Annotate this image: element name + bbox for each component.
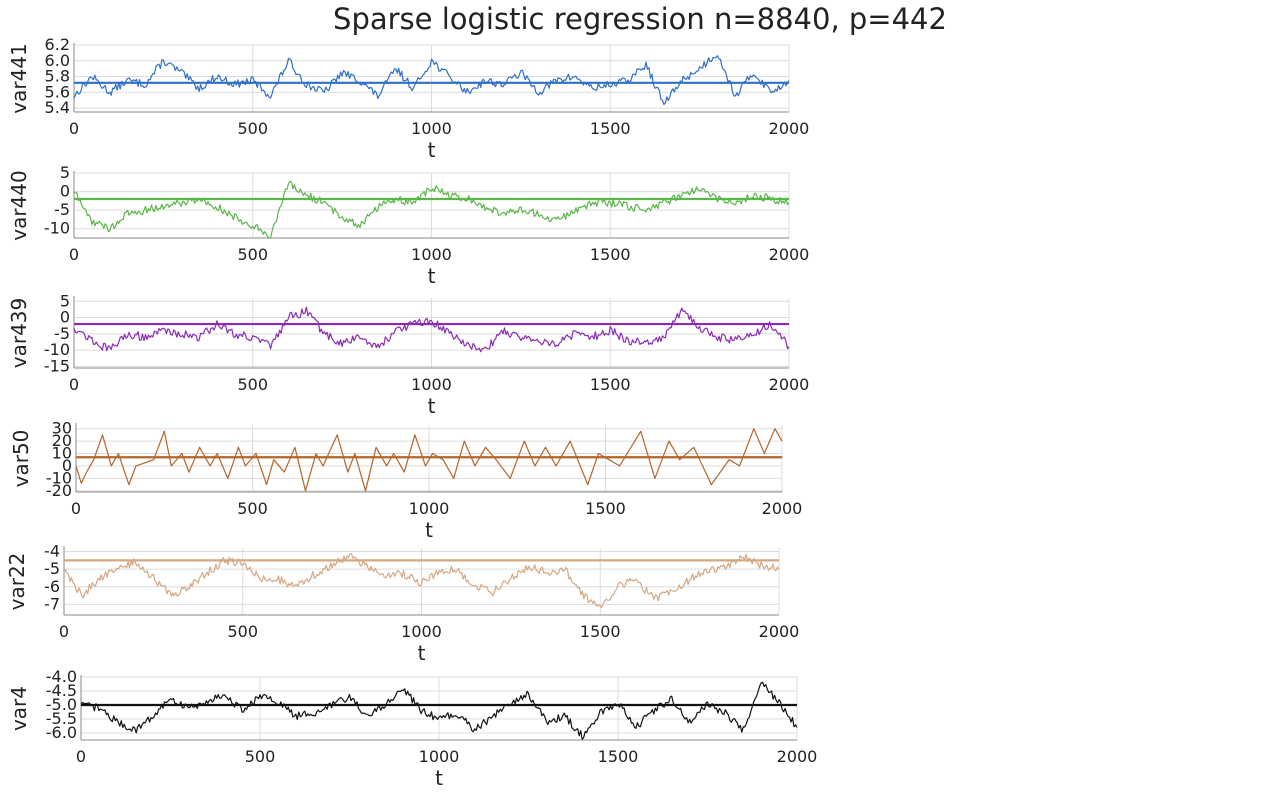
x-tick-label: 500 bbox=[227, 622, 258, 641]
chart-title: Sparse logistic regression n=8840, p=442 bbox=[333, 2, 947, 36]
y-tick-label: -5.5 bbox=[46, 709, 77, 728]
series-line-var441 bbox=[73, 55, 790, 106]
x-tick-label: 1500 bbox=[580, 622, 621, 641]
x-tick-label: 1000 bbox=[411, 375, 452, 394]
x-tick-label: 1500 bbox=[590, 245, 631, 264]
x-tick-label: 500 bbox=[237, 119, 268, 138]
x-tick-label: 2000 bbox=[769, 245, 810, 264]
x-tick-label: 1500 bbox=[590, 119, 631, 138]
y-tick-label: 5 bbox=[60, 291, 70, 310]
y-axis-label: var50 bbox=[9, 430, 33, 488]
y-tick-label: 6.0 bbox=[45, 51, 70, 70]
y-axis-label: var439 bbox=[7, 298, 31, 369]
y-tick-label: -15 bbox=[44, 356, 70, 375]
y-tick-label: 0 bbox=[60, 308, 70, 327]
y-tick-label: 5.8 bbox=[45, 67, 70, 86]
y-tick-label: 5 bbox=[60, 163, 70, 182]
y-tick-label: -4 bbox=[44, 542, 60, 561]
x-tick-label: 500 bbox=[237, 499, 268, 518]
y-tick-label: -6.0 bbox=[46, 723, 77, 742]
y-tick-label: 30 bbox=[52, 419, 72, 438]
x-tick-label: 2000 bbox=[762, 499, 803, 518]
x-tick-label: 0 bbox=[69, 119, 79, 138]
y-tick-label: 0 bbox=[62, 456, 72, 475]
series-line-var50 bbox=[75, 428, 783, 492]
chart-panel-var441: 0 500 1000 1500 2000 5.45.65.86.06.2 t var441 bbox=[7, 35, 809, 162]
chart-panel-var22: 0 500 1000 1500 2000 -7-6-5-4 t var22 bbox=[5, 542, 799, 665]
x-axis-label: t bbox=[435, 766, 443, 790]
x-tick-label: 500 bbox=[237, 375, 268, 394]
y-tick-label: 20 bbox=[52, 431, 72, 450]
y-tick-label: -4.5 bbox=[46, 681, 77, 700]
series-line-var22 bbox=[63, 553, 780, 609]
x-tick-label: 2000 bbox=[777, 747, 818, 766]
series-line-var4 bbox=[80, 681, 798, 740]
x-axis-label: t bbox=[428, 394, 436, 418]
y-tick-label: -5 bbox=[54, 324, 70, 343]
y-tick-label: 10 bbox=[52, 444, 72, 463]
x-tick-label: 0 bbox=[69, 245, 79, 264]
x-tick-label: 1000 bbox=[419, 747, 460, 766]
x-axis-label: t bbox=[425, 518, 433, 542]
y-tick-label: 6.2 bbox=[45, 35, 70, 54]
x-tick-label: 500 bbox=[237, 245, 268, 264]
x-tick-label: 1000 bbox=[411, 245, 452, 264]
y-tick-label: 5.4 bbox=[45, 98, 70, 117]
y-tick-label: -20 bbox=[46, 481, 72, 500]
series-line-var439 bbox=[73, 306, 790, 353]
y-tick-label: -7 bbox=[44, 594, 60, 613]
x-tick-label: 2000 bbox=[759, 622, 800, 641]
x-tick-label: 1000 bbox=[401, 622, 442, 641]
y-axis-label: var22 bbox=[5, 553, 29, 611]
x-tick-label: 500 bbox=[245, 747, 276, 766]
chart-panel-var4: 0 500 1000 1500 2000 -6.0-5.5-5.0-4.5-4.0 t var… bbox=[7, 667, 817, 790]
x-tick-label: 1500 bbox=[598, 747, 639, 766]
y-tick-label: -4.0 bbox=[46, 667, 77, 686]
x-tick-label: 1000 bbox=[411, 119, 452, 138]
y-tick-label: -5 bbox=[54, 200, 70, 219]
x-tick-label: 2000 bbox=[769, 119, 810, 138]
y-tick-label: 5.6 bbox=[45, 82, 70, 101]
x-tick-label: 1000 bbox=[409, 499, 450, 518]
x-tick-label: 1500 bbox=[585, 499, 626, 518]
x-tick-label: 0 bbox=[69, 375, 79, 394]
x-tick-label: 1500 bbox=[590, 375, 631, 394]
x-axis-label: t bbox=[428, 264, 436, 288]
y-tick-label: -10 bbox=[44, 340, 70, 359]
y-tick-label: -5.0 bbox=[46, 695, 77, 714]
x-tick-label: 0 bbox=[71, 499, 81, 518]
x-axis-label: t bbox=[418, 641, 426, 665]
x-tick-label: 0 bbox=[59, 622, 69, 641]
y-tick-label: 0 bbox=[60, 182, 70, 201]
y-tick-label: -10 bbox=[44, 219, 70, 238]
x-axis-label: t bbox=[428, 138, 436, 162]
y-tick-label: -5 bbox=[44, 559, 60, 578]
y-axis-label: var4 bbox=[7, 686, 31, 731]
x-tick-label: 0 bbox=[76, 747, 86, 766]
y-tick-label: -10 bbox=[46, 468, 72, 487]
y-tick-label: -6 bbox=[44, 577, 60, 596]
x-tick-label: 2000 bbox=[769, 375, 810, 394]
y-axis-label: var441 bbox=[7, 43, 31, 114]
y-axis-label: var440 bbox=[7, 170, 31, 241]
